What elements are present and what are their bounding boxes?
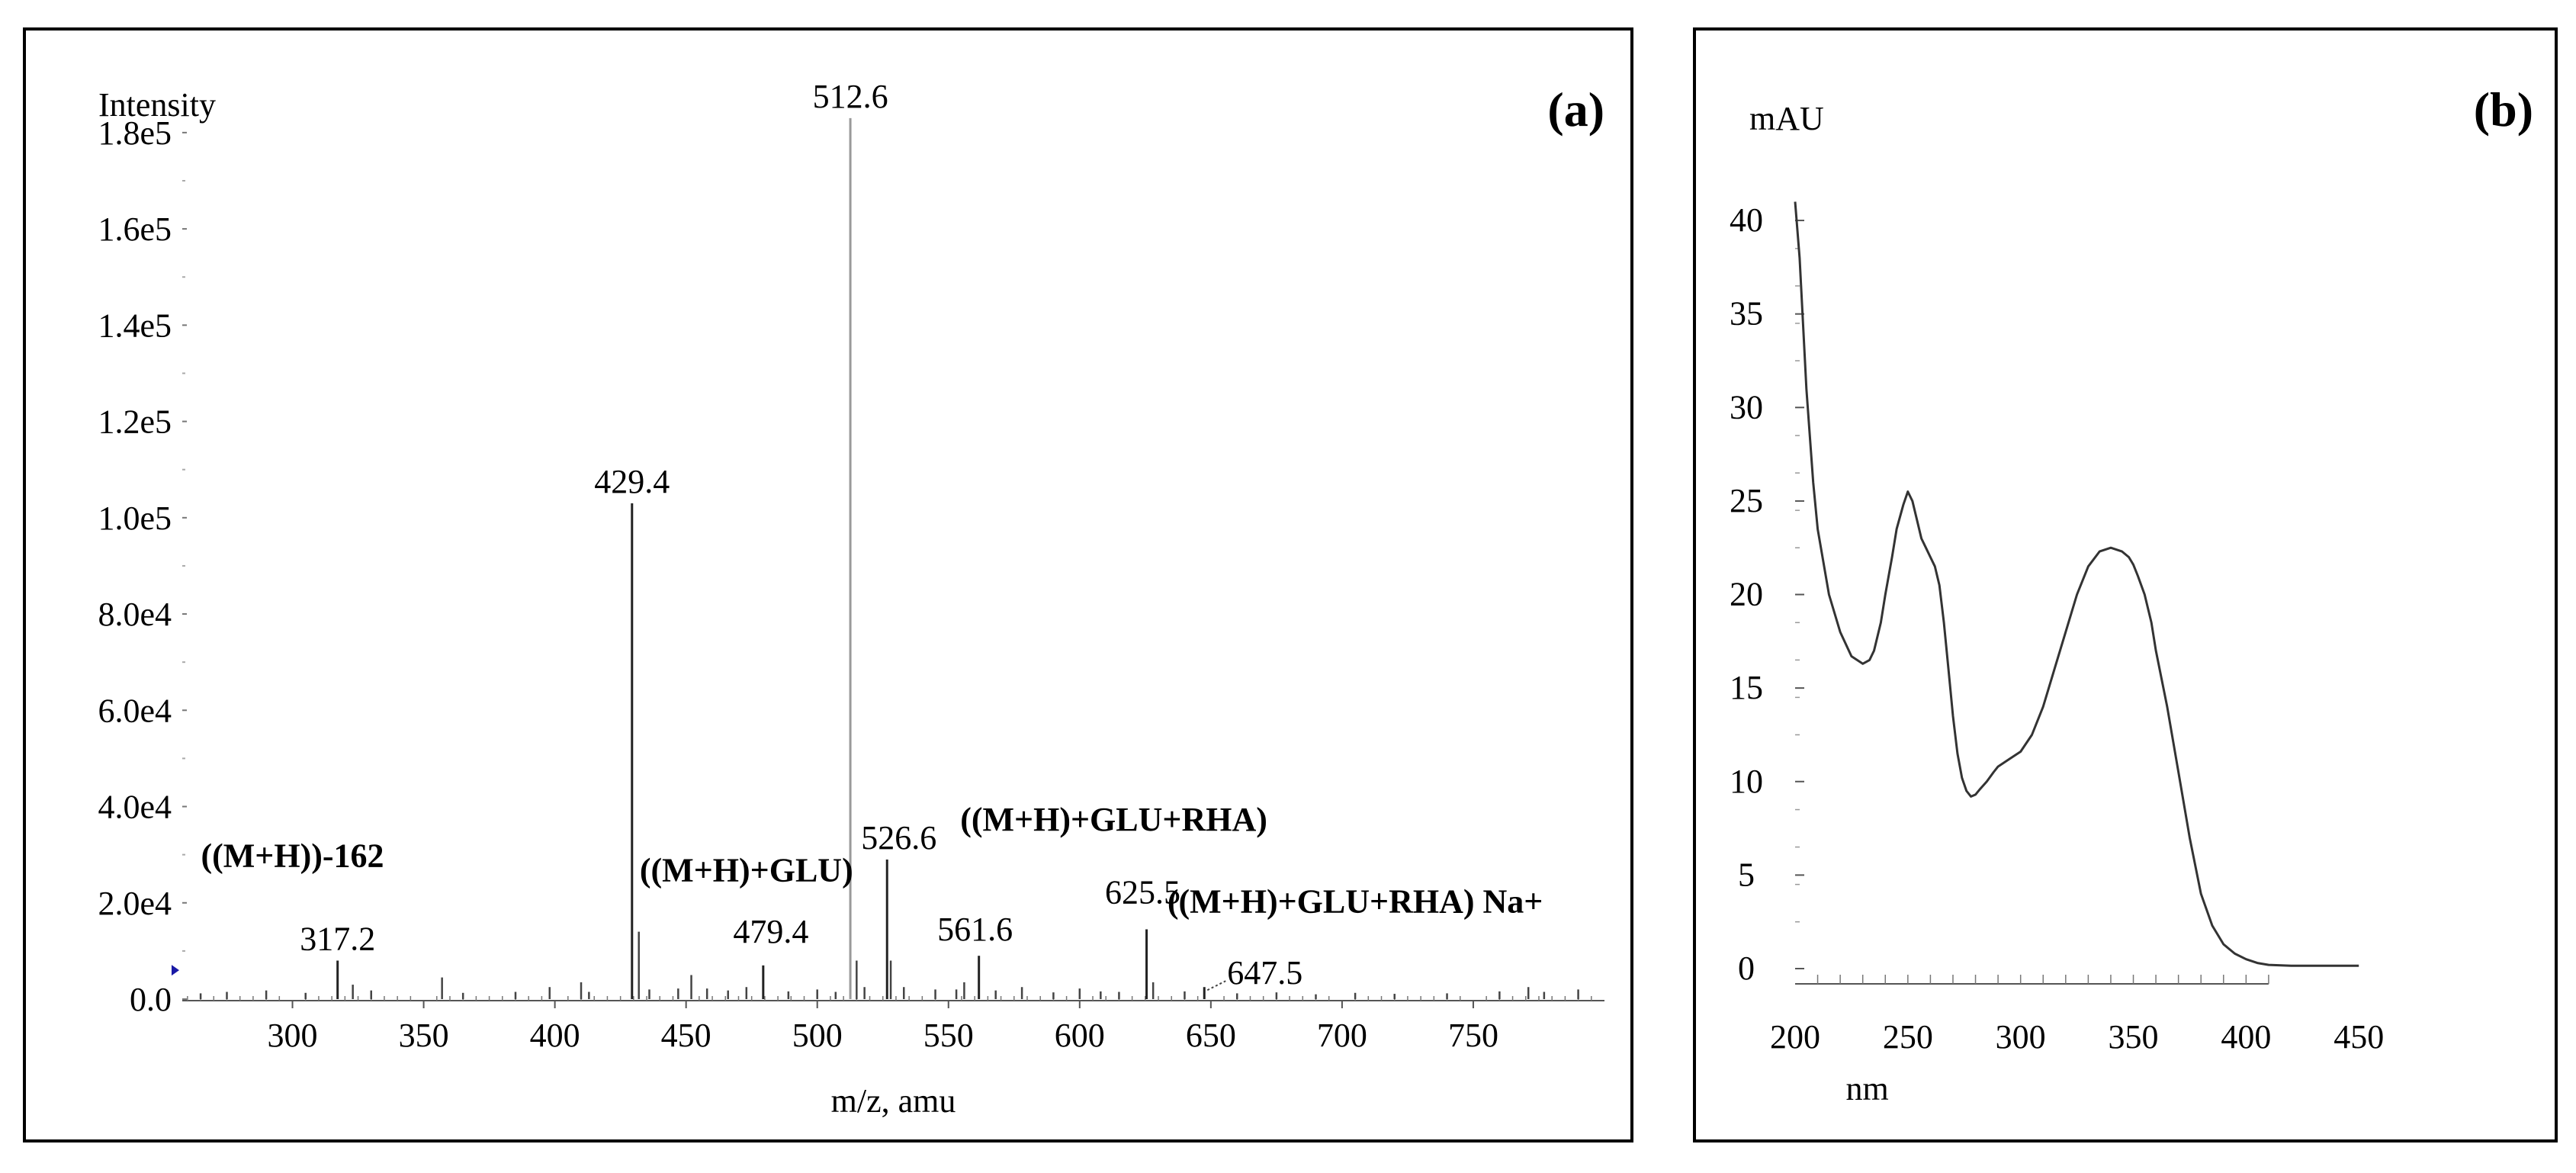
y-axis-title: Intensity — [98, 86, 216, 124]
peak-leader — [1206, 980, 1226, 991]
peak-annotation: ((M+H))-162 — [201, 837, 384, 874]
x-tick-label: 700 — [1317, 1017, 1367, 1054]
x-tick-label: 450 — [661, 1017, 711, 1054]
peak-label: 526.6 — [861, 819, 936, 856]
x-tick-label: 550 — [923, 1017, 974, 1054]
uv-spectrum-chart: 0 5 10 15 20 25 30 35 40 200 250 300 350 400 450 mAU nm (… — [1730, 82, 2533, 1107]
panel-label: (a) — [1547, 82, 1604, 137]
y-tick-label: 1.6e5 — [98, 210, 172, 248]
y-tick-label: 5 — [1738, 856, 1755, 893]
peak-label: 625.5 — [1105, 873, 1180, 911]
y-tick-label: 1.4e5 — [98, 307, 172, 344]
y-axis-title: mAU — [1749, 100, 1824, 137]
peak-label: 479.4 — [733, 913, 808, 950]
x-axis-title: m/z, amu — [831, 1082, 956, 1120]
x-tick-label: 300 — [1996, 1018, 2046, 1056]
y-tick-label: 40 — [1730, 201, 1763, 239]
x-tick-label: 200 — [1770, 1018, 1820, 1056]
x-tick-label: 300 — [268, 1017, 318, 1054]
ms-spectrum-chart: 0.0 2.0e4 4.0e4 6.0e4 8.0e4 1.0e5 1.2e5 1.4e5 1.… — [98, 78, 1604, 1120]
y-tick-label: 35 — [1730, 295, 1763, 333]
y-tick-label: 1.0e5 — [98, 500, 172, 537]
peak-annotation: ((M+H)+GLU) — [640, 851, 853, 889]
x-tick-label: 600 — [1055, 1017, 1105, 1054]
peak-annotation: ((M+H)+GLU+RHA) Na+ — [1168, 882, 1543, 920]
peak-label: 561.6 — [937, 911, 1013, 948]
y-tick-label: 30 — [1730, 388, 1763, 426]
y-tick-label: 25 — [1730, 482, 1763, 519]
panel-label: (b) — [2474, 82, 2533, 137]
y-tick-label: 0.0 — [130, 981, 172, 1018]
y-tick-label: 8.0e4 — [98, 596, 172, 633]
ms-spectrum-panel: 0.0 2.0e4 4.0e4 6.0e4 8.0e4 1.0e5 1.2e5 1.4e5 1.… — [23, 27, 1633, 1142]
y-tick-label: 20 — [1730, 576, 1763, 613]
peak-label: 512.6 — [813, 78, 888, 115]
x-tick-label: 250 — [1883, 1018, 1933, 1056]
x-tick-label: 350 — [2109, 1018, 2159, 1056]
y-tick-label: 15 — [1730, 669, 1763, 706]
x-tick-label: 750 — [1448, 1017, 1498, 1054]
x-tick-label: 400 — [530, 1017, 580, 1054]
x-tick-label: 400 — [2221, 1018, 2271, 1056]
peak-annotation: ((M+H)+GLU+RHA) — [960, 801, 1267, 838]
uv-absorbance-line — [1794, 201, 2359, 967]
uv-spectrum-panel: 0 5 10 15 20 25 30 35 40 200 250 300 350 400 450 mAU nm (… — [1693, 27, 2558, 1142]
y-tick-label: 2.0e4 — [98, 885, 172, 922]
y-tick-label: 4.0e4 — [98, 789, 172, 826]
x-tick-label: 450 — [2333, 1018, 2384, 1056]
peak-label: 317.2 — [300, 921, 375, 958]
x-tick-label: 500 — [792, 1017, 843, 1054]
y-tick-label: 0 — [1738, 950, 1755, 987]
x-tick-label: 650 — [1186, 1017, 1236, 1054]
y-tick-label: 1.8e5 — [98, 114, 172, 152]
x-axis-title: nm — [1846, 1070, 1889, 1107]
x-tick-label: 350 — [399, 1017, 449, 1054]
peak-label: 647.5 — [1227, 954, 1302, 991]
axis-marker — [172, 965, 179, 976]
y-tick-label: 6.0e4 — [98, 692, 172, 729]
y-tick-label: 10 — [1730, 763, 1763, 800]
y-tick-label: 1.2e5 — [98, 403, 172, 441]
peak-label: 429.4 — [594, 463, 670, 500]
